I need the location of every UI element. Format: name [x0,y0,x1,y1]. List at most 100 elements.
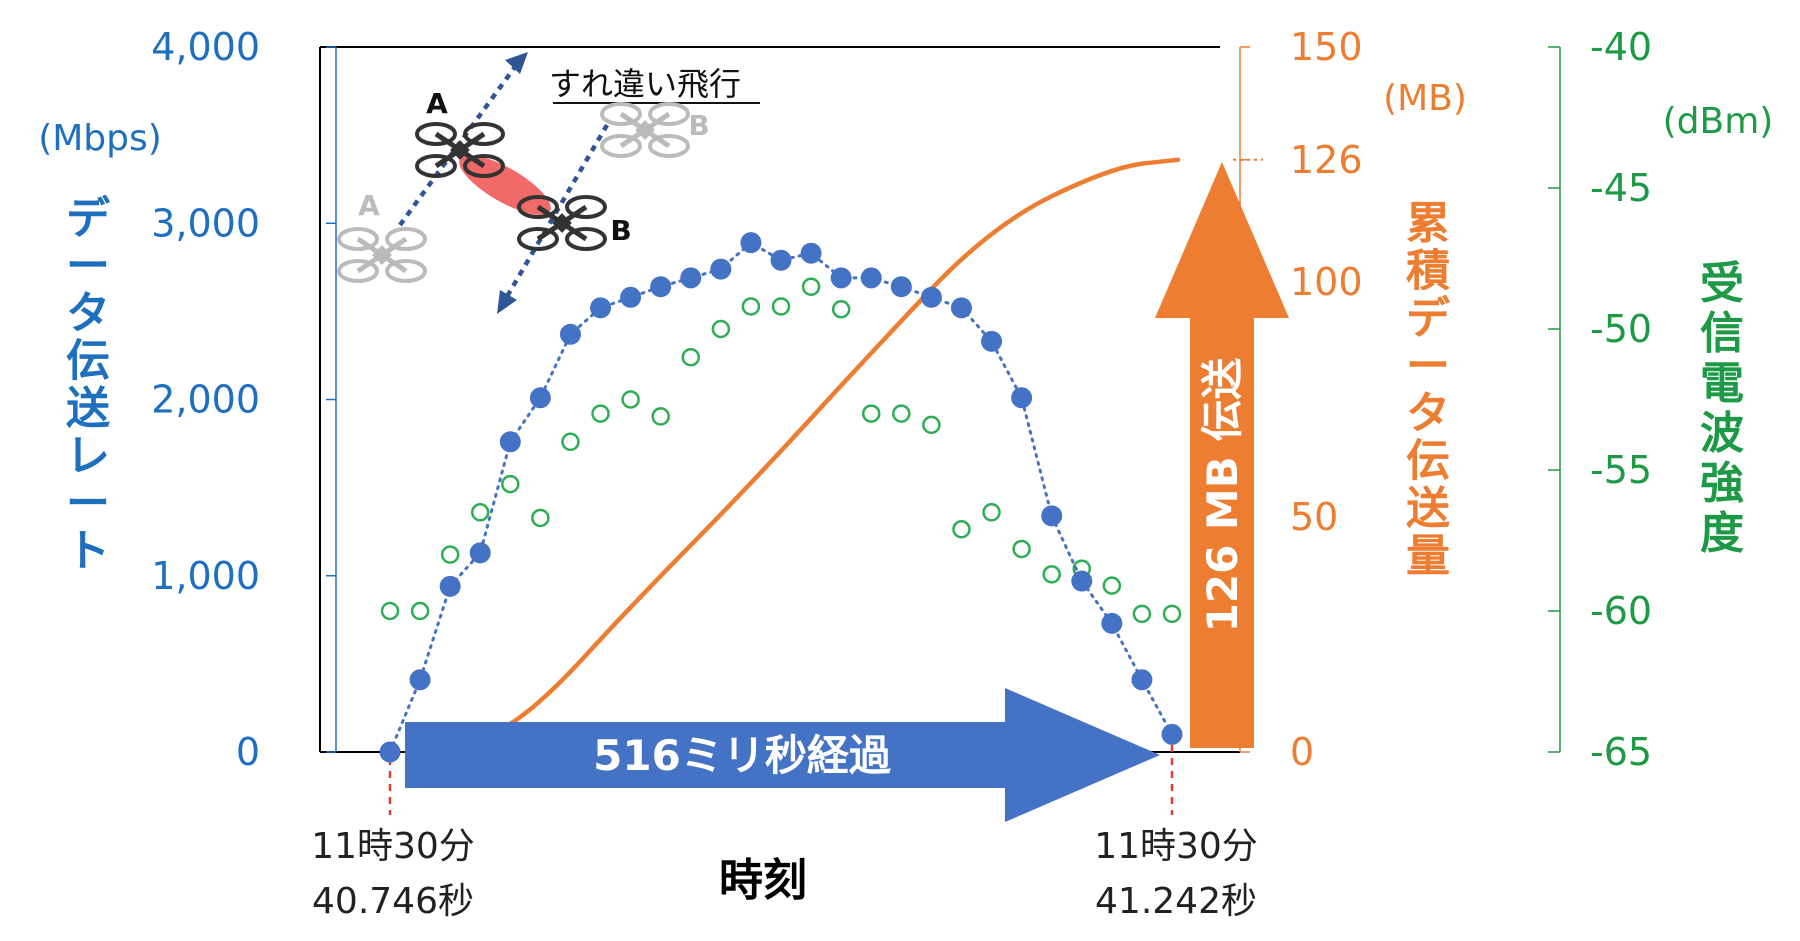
rate-point [1071,570,1093,592]
left-axis-title-char: ー [66,478,110,529]
rate-point [529,387,551,409]
series [379,157,1264,763]
rate-point [710,258,732,280]
left-axis-tick-label: 1,000 [151,554,260,598]
drone-rotor [463,122,505,146]
rate-point [1131,669,1153,691]
annotations: 516ミリ秒経過 126 MB 伝送 [405,162,1289,822]
rate-point [379,741,401,763]
right-axis-title-char: 強 [1700,458,1744,509]
mid-axis-tick-label: 150 [1290,25,1363,69]
total-transfer-label: 126 MB 伝送 [1198,358,1247,633]
right-axis-title-char: 電 [1700,358,1744,409]
right-axis-title-char: 受 [1700,258,1744,309]
right-axis-tick-label: -65 [1590,730,1652,774]
signal-point [591,404,610,423]
drone-b-label: B [610,214,631,247]
signal-point [651,407,670,426]
rate-point [800,242,822,264]
right-axis-title-char: 波 [1700,408,1744,459]
rate-point [1011,387,1033,409]
signal-point [1132,604,1152,624]
drone-rotor [415,154,457,178]
left-axis-title-char: デ [66,193,111,244]
signal-point [741,297,761,316]
rate-point [981,330,1003,352]
signal-point [440,545,460,564]
signal-point [861,404,881,423]
right-axis-tick-label: -50 [1590,307,1652,351]
signal-point [952,519,971,539]
mid-axis-tick-label: 126 [1290,138,1363,182]
cumulative-transfer-line [477,157,1181,745]
right-axis-tick-label: -55 [1590,448,1652,492]
left-axis-tick-label: 3,000 [151,201,260,245]
signal-point [531,508,550,528]
right-axis-tick-label: -40 [1590,25,1652,69]
mid-axis-title-char: 積 [1406,246,1450,297]
flight-inset: すれ違い飛行 A B A B [337,52,760,314]
inset-title: すれ違い飛行 [549,65,741,103]
x-start-label-line1: 11時30分 [311,826,475,867]
signal-point [1042,565,1061,584]
left-axis-unit: (Mbps) [38,118,162,159]
left-axis-tick-label: 2,000 [151,378,260,422]
drone-rotor [463,154,505,178]
elapsed-time-label: 516ミリ秒経過 [593,731,892,780]
drone-rotor [517,195,559,219]
drone-b-ghost-label: B [688,109,709,142]
rate-dotted-line [388,240,1174,754]
x-axis-title: 時刻 [719,855,807,906]
mid-axis-title-char: デ [1406,293,1451,344]
left-axis-title-char: 送 [66,383,110,434]
mid-axis-tick-label: 50 [1290,495,1338,539]
rate-point [890,276,912,298]
left-axis-title-char: レ [66,431,110,482]
drone-a-ghost [337,227,427,283]
mid-axis-title-char: 累 [1406,198,1450,249]
right-axis-unit: (dBm) [1663,101,1774,142]
rate-point [590,297,612,319]
signal-point [380,601,400,621]
mid-axis-title-char: タ [1406,388,1450,439]
signal-point [501,474,520,494]
drone-body [372,245,392,265]
signal-point [410,601,430,621]
signal-point [621,390,640,409]
left-axis-title-char: 伝 [66,336,110,387]
flight-path-a [398,58,522,227]
mid-axis-tick-label: 0 [1290,730,1314,774]
rate-point [1041,505,1063,527]
left-axis-title-char: ー [66,241,110,292]
x-start-label-line2: 40.746秒 [312,881,474,922]
drone-rotor [565,227,607,251]
rate-point [499,431,521,453]
x-end-label-line2: 41.242秒 [1095,881,1257,922]
drone-rotor [648,134,690,158]
drone-rotor [600,102,642,126]
left-axis-tick-label: 4,000 [151,25,260,69]
rate-point [439,575,461,597]
drone-body [450,140,470,160]
left-axis-title-char: ト [66,526,110,577]
rate-point [740,232,762,254]
rate-point [620,286,642,308]
mid-axis-unit: (MB) [1383,78,1467,119]
total-transfer-arrow [1155,162,1289,748]
left-axis-title-char: タ [66,288,110,339]
rate-point [409,669,431,691]
rate-point [860,267,882,289]
drone-rotor [565,195,607,219]
signal-point [922,415,941,435]
rate-point [559,323,581,345]
signal-point [561,432,580,452]
right-axis-title-char: 信 [1700,308,1744,359]
mid-axis-title-char: 伝 [1406,436,1450,487]
drone-rotor [648,102,690,126]
mid-axis-title-char: ー [1406,341,1450,392]
signal-point [801,277,821,296]
signal-point [1162,604,1182,624]
rate-point [469,542,491,564]
axes: 01,0002,0003,0004,000(Mbps)データ伝送レート05010… [38,25,1773,922]
